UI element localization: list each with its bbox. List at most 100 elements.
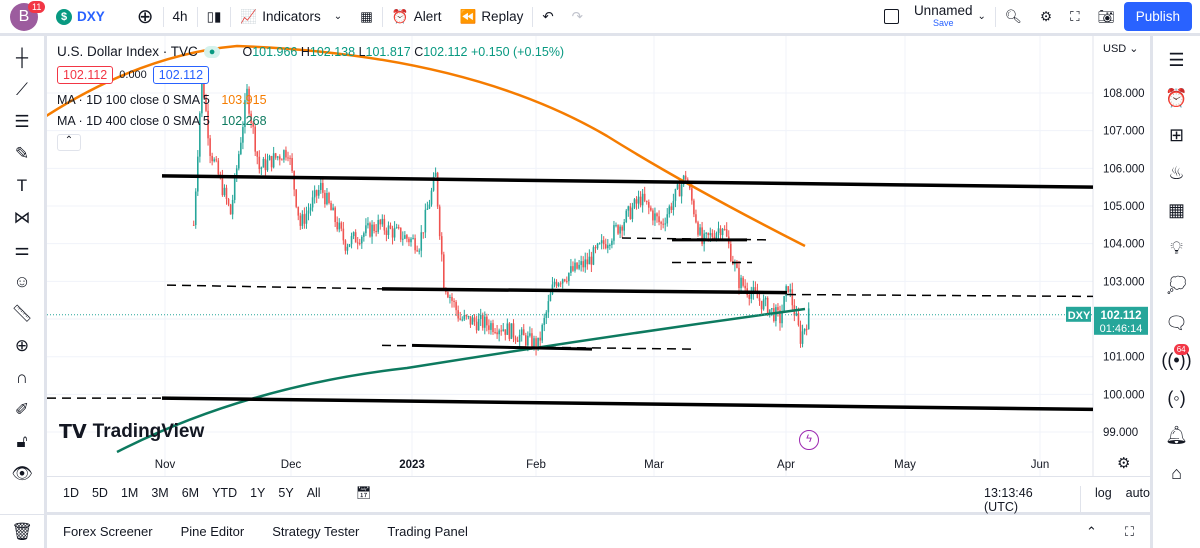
ideas-icon[interactable]: 💡︎: [1170, 237, 1183, 258]
currency-selector[interactable]: USD ⌄: [1103, 43, 1139, 55]
time-label: Nov: [155, 459, 176, 471]
candle-body: [334, 207, 336, 223]
chat-icon[interactable]: 🗨: [1165, 312, 1188, 333]
timeframe-1d[interactable]: 1D: [63, 486, 79, 500]
candle-body: [377, 219, 379, 232]
notifications-icon[interactable]: 🔔︎: [1165, 425, 1188, 446]
candle-body: [192, 224, 195, 226]
tab-strategy-tester[interactable]: Strategy Tester: [272, 524, 360, 539]
chart-type-button[interactable]: ▯▮: [198, 0, 231, 33]
ma400-line: [116, 307, 806, 454]
timeframe-3m[interactable]: 3M: [151, 486, 169, 500]
collapse-legend-button[interactable]: ⌃: [57, 134, 81, 151]
candle-body: [756, 291, 759, 299]
tab-pine-editor[interactable]: Pine Editor: [180, 524, 245, 539]
log-scale-toggle[interactable]: log: [1094, 486, 1112, 500]
axis-settings-icon[interactable]: ⚙: [1117, 455, 1131, 472]
last-price-badge: [1094, 306, 1148, 335]
alarm-clock-icon[interactable]: ⏰: [1165, 87, 1188, 108]
zoom-in-icon[interactable]: ⊕: [14, 336, 30, 355]
trendline-icon[interactable]: ⟋: [16, 80, 28, 99]
candle-body: [522, 329, 525, 336]
redo-button[interactable]: ↷: [563, 0, 592, 33]
utc-clock[interactable]: 13:13:46 (UTC): [984, 486, 1033, 514]
indicators-button[interactable]: 📈 Indicators ⌄: [240, 8, 343, 25]
timeframe-6m[interactable]: 6M: [181, 486, 200, 500]
collapse-panel-icon[interactable]: ⌃: [1085, 523, 1097, 539]
candle-body: [549, 294, 552, 302]
symbol-search[interactable]: $ DXY: [47, 0, 114, 33]
crosshair-icon[interactable]: ┼: [15, 48, 29, 67]
price-chart[interactable]: 108.000 107.000 106.000 105.000 104.000 103.0…: [47, 36, 1150, 476]
notification-badge: 64: [1173, 344, 1189, 355]
timeframe-all[interactable]: All: [306, 486, 321, 500]
text-icon[interactable]: T: [16, 176, 28, 195]
ma100-legend[interactable]: MA · 1D 100 close 0 SMA 5 103.915: [57, 93, 267, 107]
sell-button[interactable]: 102.112: [57, 66, 114, 84]
tab-trading-panel[interactable]: Trading Panel: [387, 524, 468, 539]
publish-button[interactable]: Publish: [1123, 2, 1192, 31]
ruler-icon[interactable]: 📏︎: [11, 304, 33, 323]
candle-body: [658, 216, 660, 223]
broadcast-icon[interactable]: (◦): [1167, 387, 1186, 408]
buy-button[interactable]: 102.112: [152, 66, 210, 84]
lightning-event-icon[interactable]: ϟ: [799, 430, 819, 450]
timeframe-5d[interactable]: 5D: [91, 486, 108, 500]
chart-pane[interactable]: 108.000 107.000 106.000 105.000 104.000 103.0…: [47, 36, 1150, 514]
chat-cloud-icon[interactable]: 💭︎: [1165, 275, 1188, 296]
replay-button[interactable]: ⏪ Replay: [459, 8, 524, 25]
eye-icon[interactable]: 👁︎: [11, 464, 33, 483]
calendar-icon[interactable]: ▦: [1167, 200, 1185, 221]
brush-icon[interactable]: ✎: [14, 144, 30, 163]
hotlist-icon[interactable]: ♨: [1168, 162, 1185, 183]
tab-forex-screener[interactable]: Forex Screener: [63, 524, 153, 539]
undo-button[interactable]: ↶: [533, 0, 562, 33]
candle-body: [369, 223, 371, 237]
market-status-icon: ●: [203, 45, 221, 58]
add-list-icon[interactable]: ⊞: [1168, 125, 1185, 146]
candle-body: [279, 156, 281, 160]
candle-body: [779, 310, 781, 324]
screenshot-button[interactable]: 📷︎: [1089, 0, 1124, 33]
candle-body: [545, 312, 548, 318]
timeframe-ytd[interactable]: YTD: [212, 486, 238, 500]
redo-icon: ↷: [571, 8, 583, 24]
ohlc: O101.966 H102.138 L101.817 C102.112 +0.1…: [242, 44, 565, 59]
timeframe-1y[interactable]: 1Y: [250, 486, 266, 500]
interval-button[interactable]: 4h: [172, 9, 188, 24]
help-icon[interactable]: ⌂: [1171, 462, 1182, 483]
date-range-icon[interactable]: 📅︎: [355, 486, 372, 500]
delete-drawings-button[interactable]: 🗑︎: [0, 515, 44, 548]
candle-body: [795, 313, 798, 316]
candle-body: [680, 184, 683, 197]
auto-scale-toggle[interactable]: auto: [1125, 486, 1150, 500]
candle-body: [553, 281, 556, 285]
candle-body: [588, 256, 591, 265]
streams-icon[interactable]: ((•)) 64: [1161, 344, 1192, 371]
ma400-legend[interactable]: MA · 1D 400 close 0 SMA 5 102.268: [57, 114, 267, 128]
candle-body: [426, 208, 429, 210]
fullscreen-button[interactable]: ⛶: [1061, 0, 1088, 33]
maximize-panel-icon[interactable]: ⛶: [1124, 523, 1134, 539]
emoji-icon[interactable]: ☺: [13, 272, 31, 291]
timeframe-5y[interactable]: 5Y: [278, 486, 294, 500]
timeframe-1m[interactable]: 1M: [120, 486, 139, 500]
layouts-button[interactable]: ▦: [351, 0, 382, 33]
pattern-icon[interactable]: ⋈: [13, 208, 31, 227]
candle-body: [648, 202, 650, 208]
magnet-icon[interactable]: ∩: [15, 368, 29, 387]
avatar[interactable]: B 11: [8, 0, 47, 33]
compare-button[interactable]: ⊕: [128, 0, 163, 33]
layout-menu[interactable]: Unnamed Save ⌄: [875, 0, 995, 33]
candle-body: [783, 296, 785, 312]
settings-button[interactable]: ⚙: [1031, 0, 1061, 33]
lock-icon[interactable]: 🔓︎: [16, 432, 28, 451]
lock-drawing-icon[interactable]: ✐: [14, 400, 30, 419]
alert-button[interactable]: ⏰ Alert: [391, 8, 442, 25]
watchlist-icon[interactable]: ☰: [1168, 50, 1185, 71]
time-label: May: [894, 459, 916, 471]
search-button[interactable]: 🔍︎: [996, 0, 1031, 33]
fib-icon[interactable]: ☰: [14, 112, 30, 131]
candle-body: [313, 190, 316, 198]
prediction-icon[interactable]: ⚌: [14, 240, 30, 259]
